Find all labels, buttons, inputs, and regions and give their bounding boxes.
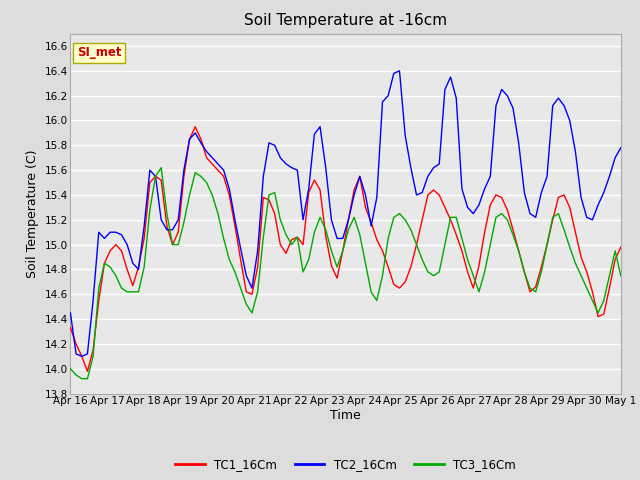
X-axis label: Time: Time bbox=[330, 409, 361, 422]
Title: Soil Temperature at -16cm: Soil Temperature at -16cm bbox=[244, 13, 447, 28]
Y-axis label: Soil Temperature (C): Soil Temperature (C) bbox=[26, 149, 39, 278]
Text: SI_met: SI_met bbox=[77, 46, 122, 59]
Legend: TC1_16Cm, TC2_16Cm, TC3_16Cm: TC1_16Cm, TC2_16Cm, TC3_16Cm bbox=[170, 454, 521, 476]
